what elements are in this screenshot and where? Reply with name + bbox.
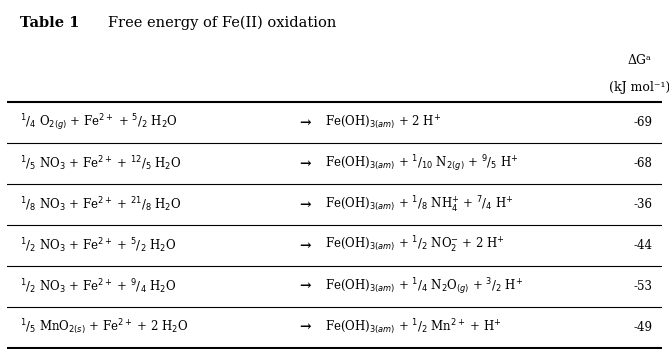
- Text: -69: -69: [634, 116, 652, 129]
- Text: (kJ mol⁻¹): (kJ mol⁻¹): [609, 82, 669, 94]
- Text: →: →: [299, 279, 311, 293]
- Text: →: →: [299, 320, 311, 334]
- Text: ΔGᵃ: ΔGᵃ: [628, 54, 652, 67]
- Text: Fe(OH)$_{3(am)}$ + $^{1}/_{10}$ N$_{2(g)}$ + $^{9}/_{5}$ H$^{+}$: Fe(OH)$_{3(am)}$ + $^{1}/_{10}$ N$_{2(g)…: [324, 153, 518, 174]
- Text: $^{1}/_{5}$ MnO$_{2(s)}$ + Fe$^{2+}$ + 2 H$_{2}$O: $^{1}/_{5}$ MnO$_{2(s)}$ + Fe$^{2+}$ + 2…: [20, 317, 188, 337]
- Text: Fe(OH)$_{3(am)}$ + $^{1}/_{8}$ NH$_{4}^{+}$ + $^{7}/_{4}$ H$^{+}$: Fe(OH)$_{3(am)}$ + $^{1}/_{8}$ NH$_{4}^{…: [324, 195, 513, 215]
- Text: Fe(OH)$_{3(am)}$ + $^{1}/_{2}$ Mn$^{2+}$ + H$^{+}$: Fe(OH)$_{3(am)}$ + $^{1}/_{2}$ Mn$^{2+}$…: [324, 317, 502, 337]
- Text: Table 1: Table 1: [20, 16, 80, 30]
- Text: Fe(OH)$_{3(am)}$ + $^{1}/_{4}$ N$_{2}$O$_{(g)}$ + $^{3}/_{2}$ H$^{+}$: Fe(OH)$_{3(am)}$ + $^{1}/_{4}$ N$_{2}$O$…: [324, 276, 523, 297]
- Text: $^{1}/_{2}$ NO$_{3}$ + Fe$^{2+}$ + $^{9}/_{4}$ H$_{2}$O: $^{1}/_{2}$ NO$_{3}$ + Fe$^{2+}$ + $^{9}…: [20, 277, 176, 296]
- Text: Fe(OH)$_{3(am)}$ + 2 H$^{+}$: Fe(OH)$_{3(am)}$ + 2 H$^{+}$: [324, 113, 441, 132]
- Text: →: →: [299, 238, 311, 252]
- Text: Free energy of Fe(II) oxidation: Free energy of Fe(II) oxidation: [108, 16, 337, 30]
- Text: $^{1}/_{8}$ NO$_{3}$ + Fe$^{2+}$ + $^{21}/_{8}$ H$_{2}$O: $^{1}/_{8}$ NO$_{3}$ + Fe$^{2+}$ + $^{21…: [20, 195, 181, 214]
- Text: →: →: [299, 197, 311, 211]
- Text: -53: -53: [634, 280, 652, 293]
- Text: -49: -49: [634, 321, 652, 334]
- Text: $^{1}/_{2}$ NO$_{3}$ + Fe$^{2+}$ + $^{5}/_{2}$ H$_{2}$O: $^{1}/_{2}$ NO$_{3}$ + Fe$^{2+}$ + $^{5}…: [20, 236, 176, 255]
- Text: -44: -44: [634, 239, 652, 252]
- Text: Fe(OH)$_{3(am)}$ + $^{1}/_{2}$ NO$_{2}^{-}$ + 2 H$^{+}$: Fe(OH)$_{3(am)}$ + $^{1}/_{2}$ NO$_{2}^{…: [324, 235, 504, 256]
- Text: →: →: [299, 156, 311, 170]
- Text: →: →: [299, 115, 311, 130]
- Text: -36: -36: [634, 198, 652, 211]
- Text: $^{1}/_{5}$ NO$_{3}$ + Fe$^{2+}$ + $^{12}/_{5}$ H$_{2}$O: $^{1}/_{5}$ NO$_{3}$ + Fe$^{2+}$ + $^{12…: [20, 154, 181, 173]
- Text: -68: -68: [634, 157, 652, 170]
- Text: $^{1}/_{4}$ O$_{2(g)}$ + Fe$^{2+}$ + $^{5}/_{2}$ H$_{2}$O: $^{1}/_{4}$ O$_{2(g)}$ + Fe$^{2+}$ + $^{…: [20, 112, 177, 133]
